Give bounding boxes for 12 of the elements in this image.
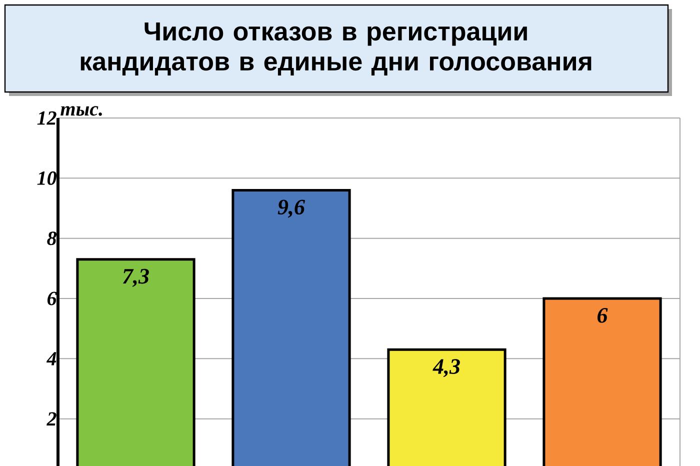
y-tick-label: 10 [37,171,56,185]
y-tick-label: 4 [46,352,56,366]
data-label: 4,3 [432,359,460,378]
y-tick-label: 6 [47,292,57,306]
data-label: 6 [598,308,608,323]
chart-title: Число отказов в регистрации кандидатов в единые дни голосования [80,22,592,76]
y-tick-label: 2 [46,412,56,426]
data-label: 7,3 [122,268,149,287]
y-tick-label: 12 [37,111,56,125]
y-axis-title: тыс. [60,106,102,116]
data-label: 9,6 [278,200,305,218]
y-tick-label: 8 [47,232,57,246]
